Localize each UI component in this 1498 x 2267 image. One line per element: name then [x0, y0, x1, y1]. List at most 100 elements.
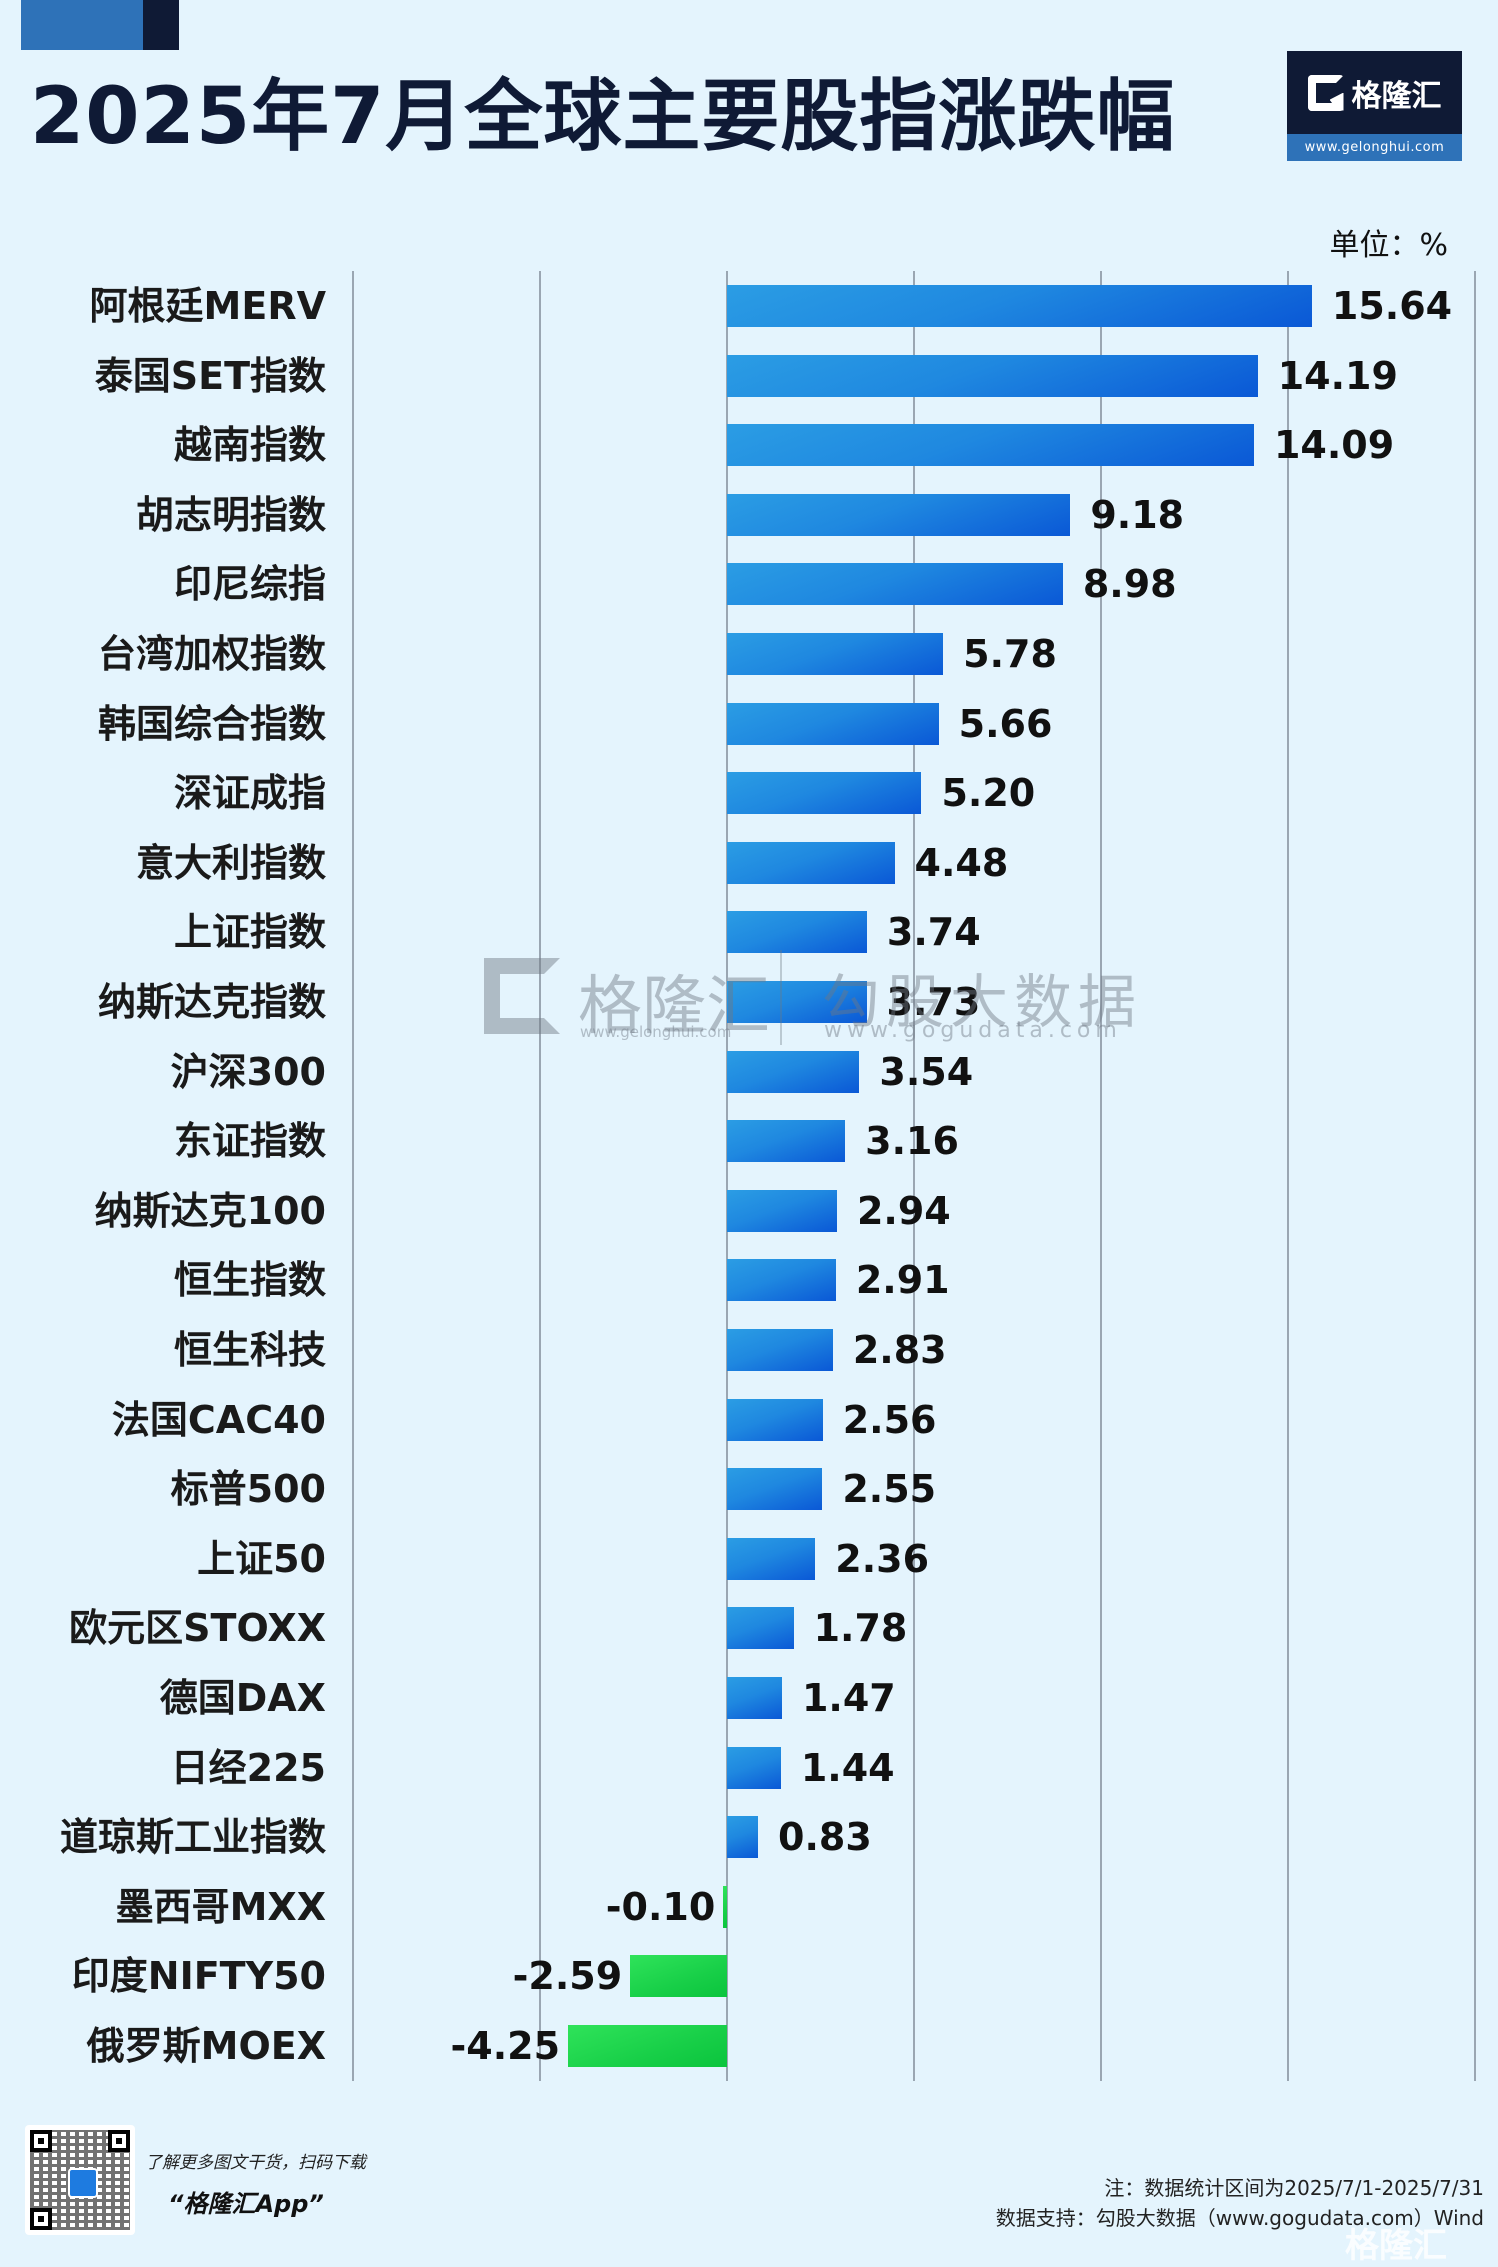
value-label: 9.18	[1090, 492, 1185, 537]
table-row: 标普500 2.55	[0, 1467, 1498, 1512]
table-row: 台湾加权指数 5.78	[0, 633, 1498, 675]
positive-bar	[727, 1537, 816, 1580]
category-label: 印尼综指	[173, 562, 326, 607]
value-label: 3.74	[886, 910, 981, 955]
category-label: 韩国综合指数	[97, 701, 326, 746]
category-label: 东证指数	[173, 1119, 326, 1164]
table-row: 俄罗斯MOEX -4.25	[0, 2025, 1498, 2067]
category-label: 道琼斯工业指数	[59, 1815, 326, 1860]
table-row: 印尼综指 8.98	[0, 562, 1498, 607]
positive-bar	[727, 1329, 833, 1371]
gridline	[539, 271, 541, 2081]
promo-app-name: “格隆汇App”	[168, 2190, 324, 2218]
category-label: 纳斯达克100	[94, 1188, 326, 1233]
value-label: 2.55	[842, 1467, 937, 1512]
qr-finder-icon	[108, 2130, 130, 2152]
positive-bar	[727, 841, 895, 884]
header-decoration-dark	[143, 0, 179, 50]
qr-finder-icon	[30, 2130, 52, 2152]
value-label: 15.64	[1331, 284, 1453, 328]
table-row: 深证成指 5.20	[0, 771, 1498, 816]
category-label: 法国CAC40	[111, 1397, 326, 1442]
positive-bar	[727, 911, 867, 954]
value-label: -4.25	[450, 2024, 561, 2068]
value-label: 3.73	[886, 980, 981, 1024]
category-label: 印度NIFTY50	[71, 1954, 326, 1999]
category-label: 日经225	[170, 1745, 326, 1790]
table-row: 意大利指数 4.48	[0, 840, 1498, 885]
value-label: 14.09	[1273, 423, 1395, 468]
value-label: 2.83	[852, 1328, 947, 1372]
table-row: 日经225 1.44	[0, 1745, 1498, 1790]
logo-name: 格隆汇	[1351, 78, 1442, 114]
negative-bar	[568, 2025, 727, 2067]
positive-bar	[727, 563, 1063, 606]
gridline	[1100, 271, 1102, 2081]
table-row: 泰国SET指数 14.19	[0, 353, 1498, 398]
value-label: 3.54	[879, 1049, 974, 1094]
value-label: 2.56	[842, 1397, 937, 1442]
table-row: 印度NIFTY50 -2.59	[0, 1954, 1498, 1999]
category-label: 欧元区STOXX	[69, 1606, 326, 1651]
gelonghui-app-icon	[68, 2168, 98, 2198]
table-row: 越南指数 14.09	[0, 423, 1498, 468]
value-label: 14.19	[1277, 353, 1398, 398]
table-row: 恒生指数 2.91	[0, 1258, 1498, 1303]
value-label: -2.59	[512, 1954, 623, 1999]
value-label: 3.16	[865, 1119, 959, 1164]
table-row: 上证指数 3.74	[0, 910, 1498, 955]
gridline	[913, 271, 915, 2081]
value-label: 5.20	[941, 771, 1036, 816]
positive-bar	[727, 633, 944, 675]
table-row: 上证50 2.36	[0, 1536, 1498, 1581]
value-label: 2.91	[855, 1258, 950, 1303]
positive-bar	[727, 285, 1312, 327]
positive-bar	[727, 981, 867, 1023]
gridline	[352, 271, 354, 2081]
unit-label: 单位：%	[1329, 228, 1448, 263]
gelonghui-g-icon	[1307, 74, 1344, 111]
value-label: 1.47	[801, 1676, 896, 1720]
category-label: 德国DAX	[159, 1676, 326, 1720]
value-label: 4.48	[914, 840, 1009, 885]
table-row: 胡志明指数 9.18	[0, 492, 1498, 537]
category-label: 泰国SET指数	[94, 353, 326, 398]
table-row: 法国CAC40 2.56	[0, 1397, 1498, 1442]
positive-bar	[727, 1189, 837, 1232]
table-row: 德国DAX 1.47	[0, 1677, 1498, 1719]
category-label: 阿根廷MERV	[89, 284, 326, 328]
value-label: 5.78	[963, 632, 1057, 676]
positive-bar	[727, 424, 1254, 467]
date-range-note: 注：数据统计区间为2025/7/1-2025/7/31	[1104, 2176, 1484, 2200]
qr-finder-icon	[30, 2208, 52, 2230]
promo-text: 了解更多图文干货，扫码下载	[145, 2153, 366, 2173]
category-label: 墨西哥MXX	[115, 1884, 326, 1929]
table-row: 纳斯达克指数 3.73	[0, 981, 1498, 1023]
value-label: 0.83	[778, 1815, 872, 1860]
value-label: 2.36	[835, 1536, 930, 1581]
value-label: 1.44	[800, 1745, 895, 1790]
table-row: 恒生科技 2.83	[0, 1329, 1498, 1371]
positive-bar	[727, 1816, 759, 1859]
positive-bar	[727, 354, 1258, 397]
negative-bar	[723, 1885, 727, 1928]
positive-bar	[727, 1677, 782, 1719]
table-row: 阿根廷MERV 15.64	[0, 285, 1498, 327]
category-label: 越南指数	[173, 423, 326, 468]
positive-bar	[727, 1120, 846, 1163]
value-label: 2.94	[856, 1188, 951, 1233]
logo-url: www.gelonghui.com	[1287, 134, 1462, 161]
positive-bar	[727, 702, 939, 745]
positive-bar	[727, 1050, 860, 1093]
value-label: 1.78	[813, 1606, 908, 1651]
brand-logo: 格隆汇 www.gelonghui.com	[1287, 51, 1462, 161]
value-label: 8.98	[1082, 562, 1177, 607]
qr-code[interactable]	[25, 2125, 135, 2235]
positive-bar	[727, 1607, 794, 1650]
category-label: 俄罗斯MOEX	[86, 2024, 326, 2068]
data-source: 数据支持：勾股大数据（www.gogudata.com）Wind	[995, 2206, 1484, 2230]
positive-bar	[727, 493, 1071, 536]
positive-bar	[727, 1259, 836, 1302]
gridline	[1287, 271, 1289, 2081]
